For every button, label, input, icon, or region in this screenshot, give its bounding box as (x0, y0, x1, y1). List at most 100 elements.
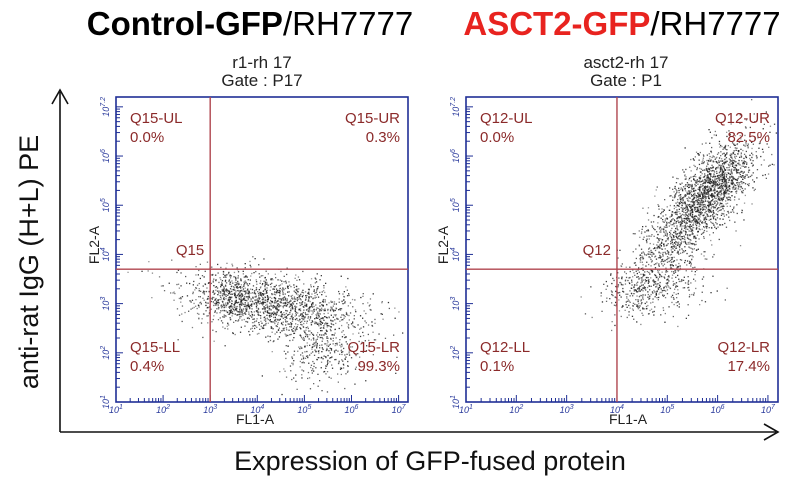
event-point (730, 183, 732, 185)
event-point (662, 258, 664, 260)
event-point (225, 267, 227, 269)
event-point (657, 257, 660, 259)
event-point (299, 295, 301, 297)
event-point (655, 189, 657, 191)
event-point (301, 320, 303, 323)
event-point (678, 205, 680, 207)
event-point (741, 191, 743, 194)
event-point (693, 197, 695, 200)
event-point (700, 233, 703, 235)
event-point (264, 285, 266, 287)
event-point (730, 169, 732, 171)
event-point (306, 320, 308, 322)
event-point (201, 275, 204, 277)
event-point (238, 311, 240, 313)
event-point (684, 282, 687, 284)
event-point (689, 254, 692, 257)
event-point (721, 199, 723, 201)
event-point (367, 333, 369, 336)
event-point (216, 287, 219, 289)
event-point (330, 326, 332, 328)
event-point (329, 352, 331, 354)
event-point (732, 151, 734, 154)
event-point (639, 259, 642, 261)
event-point (709, 209, 712, 212)
event-point (304, 302, 306, 304)
event-point (199, 263, 201, 265)
event-point (269, 316, 271, 318)
event-point (340, 350, 342, 352)
event-point (698, 176, 701, 178)
event-point (223, 306, 225, 308)
event-point (192, 291, 194, 293)
event-point (611, 329, 613, 332)
event-point (305, 303, 308, 305)
event-point (312, 321, 314, 323)
event-point (249, 334, 251, 336)
event-point (229, 291, 231, 293)
event-point (771, 163, 773, 165)
event-point (677, 301, 679, 303)
event-point (717, 187, 719, 189)
event-point (698, 197, 700, 199)
event-point (236, 287, 239, 289)
event-point (636, 284, 638, 286)
event-point (236, 305, 239, 308)
event-point (180, 298, 182, 300)
event-point (747, 171, 750, 173)
event-point (251, 312, 253, 314)
event-point (704, 186, 706, 189)
event-point (354, 309, 357, 311)
event-point (642, 297, 644, 299)
event-point (725, 203, 727, 205)
event-point (304, 357, 307, 359)
event-point (620, 282, 622, 284)
event-point (254, 293, 257, 295)
event-point (651, 251, 653, 253)
event-point (696, 201, 698, 203)
event-point (290, 333, 292, 336)
event-point (354, 299, 356, 301)
event-point (731, 156, 733, 158)
event-point (644, 287, 646, 289)
event-point (702, 162, 705, 165)
event-point (240, 326, 242, 328)
event-point (276, 307, 278, 309)
event-point (695, 200, 697, 202)
event-point (259, 282, 261, 284)
event-point (684, 202, 686, 204)
event-point (273, 312, 276, 314)
event-point (714, 191, 716, 194)
event-point (646, 276, 648, 279)
event-point (394, 317, 396, 319)
event-point (719, 224, 722, 226)
event-point (681, 221, 683, 223)
event-point (239, 304, 241, 306)
event-point (659, 281, 661, 284)
event-point (663, 230, 665, 232)
event-point (721, 145, 723, 148)
event-point (639, 258, 641, 260)
event-point (718, 186, 720, 189)
event-point (220, 304, 223, 306)
event-point (704, 187, 707, 189)
event-point (702, 183, 704, 185)
event-point (235, 306, 237, 308)
event-point (223, 291, 225, 294)
event-point (693, 197, 696, 199)
event-point (685, 223, 687, 225)
event-point (742, 163, 744, 165)
event-point (669, 235, 671, 237)
event-point (737, 183, 739, 186)
event-point (294, 310, 296, 312)
event-point (278, 327, 280, 329)
event-point (354, 326, 356, 328)
event-point (691, 270, 693, 272)
event-point (684, 238, 686, 241)
event-point (710, 221, 712, 223)
event-point (619, 249, 621, 251)
event-point (716, 156, 718, 158)
event-point (211, 274, 214, 276)
event-point (671, 215, 673, 217)
event-point (311, 293, 313, 295)
